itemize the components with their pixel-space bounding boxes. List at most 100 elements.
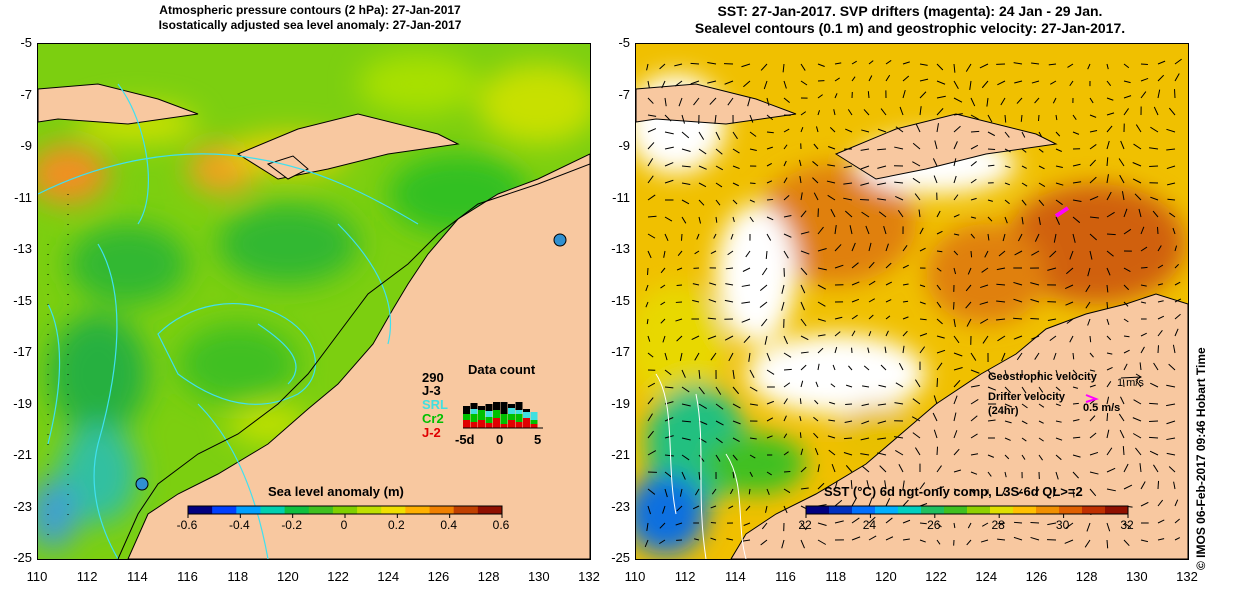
velocity-arrow xyxy=(741,318,751,323)
velocity-arrow xyxy=(761,522,768,530)
velocity-arrow xyxy=(1089,130,1098,133)
data-count-bar xyxy=(493,418,500,428)
data-count-bar xyxy=(463,414,470,420)
velocity-arrow xyxy=(764,335,768,345)
velocity-arrow xyxy=(953,352,963,357)
lon-tick-left: 126 xyxy=(427,569,450,584)
velocity-arrow xyxy=(970,161,977,167)
land-masses-left xyxy=(38,83,590,559)
velocity-arrow xyxy=(877,403,887,406)
velocity-arrow xyxy=(1156,226,1159,235)
colorbar-tick-label: 30 xyxy=(1055,518,1070,532)
velocity-arrow xyxy=(1017,488,1023,495)
colorbar-swatch xyxy=(1013,506,1037,514)
velocity-arrow xyxy=(868,516,876,524)
velocity-arrow xyxy=(851,314,858,320)
velocity-arrow xyxy=(1072,163,1081,167)
velocity-arrow xyxy=(1121,191,1125,201)
colorbar-tick-label: 0 xyxy=(340,518,348,532)
velocity-arrow xyxy=(834,244,842,252)
velocity-arrow xyxy=(681,114,685,124)
lat-tick-right: -25 xyxy=(611,550,630,565)
velocity-arrow xyxy=(1140,226,1145,235)
velocity-arrow xyxy=(851,517,860,524)
velocity-arrow xyxy=(936,210,941,218)
velocity-arrow xyxy=(1106,140,1110,150)
velocity-arrow xyxy=(710,250,717,255)
colorbar-swatch xyxy=(308,506,334,514)
velocity-arrow xyxy=(817,318,826,322)
velocity-arrow xyxy=(877,182,887,186)
velocity-arrow xyxy=(996,267,1006,271)
ocean-dots-left xyxy=(47,194,69,544)
velocity-arrow xyxy=(692,505,700,510)
velocity-arrow xyxy=(919,522,927,525)
velocity-arrow xyxy=(1004,369,1008,379)
data-count-bar xyxy=(500,414,508,424)
velocity-arrow xyxy=(868,298,875,303)
velocity-arrow xyxy=(741,284,751,287)
velocity-arrow xyxy=(647,335,651,342)
velocity-arrow xyxy=(1050,80,1057,85)
velocity-arrow xyxy=(1089,216,1099,219)
velocity-arrow xyxy=(1106,396,1110,405)
velocity-arrow xyxy=(800,127,804,133)
lon-tick-left: 116 xyxy=(177,569,198,584)
velocity-arrow xyxy=(885,498,891,507)
velocity-arrow xyxy=(953,194,959,201)
velocity-arrow xyxy=(1166,437,1176,441)
velocity-arrow xyxy=(845,128,853,133)
velocity-arrow xyxy=(982,335,989,344)
velocity-arrow xyxy=(953,158,957,167)
sea-level-anomaly-map[interactable] xyxy=(37,43,591,560)
data-count-bar xyxy=(478,410,485,420)
velocity-arrow xyxy=(1106,488,1116,492)
velocity-arrow xyxy=(829,127,836,133)
velocity-arrow xyxy=(1172,344,1176,354)
velocity-arrow xyxy=(1021,182,1028,187)
lon-tick-right: 122 xyxy=(925,569,947,584)
velocity-arrow xyxy=(783,488,791,494)
velocity-arrow xyxy=(862,385,870,388)
velocity-arrow xyxy=(932,158,938,167)
velocity-arrow xyxy=(897,210,904,218)
velocity-arrow xyxy=(919,318,927,321)
lon-tick-left: 112 xyxy=(76,569,98,584)
velocity-arrow xyxy=(817,267,827,271)
velocity-arrow xyxy=(1123,318,1129,323)
velocity-arrow xyxy=(936,267,942,272)
velocity-arrow xyxy=(766,131,774,134)
velocity-arrow xyxy=(899,106,904,116)
velocity-arrow xyxy=(715,131,721,140)
velocity-arrow xyxy=(936,318,943,325)
velocity-arrow xyxy=(724,80,734,85)
velocity-arrow xyxy=(936,230,943,235)
velocity-arrow xyxy=(885,243,889,252)
data-count-bar xyxy=(470,422,478,428)
velocity-arrow xyxy=(902,538,910,541)
velocity-arrow xyxy=(830,208,836,218)
velocity-arrow xyxy=(783,335,788,345)
velocity-arrow xyxy=(827,194,836,201)
velocity-arrow xyxy=(843,165,853,169)
velocity-arrow xyxy=(867,347,870,354)
velocity-arrow xyxy=(662,335,666,343)
velocity-arrow xyxy=(847,109,853,116)
sst-map[interactable] xyxy=(635,43,1189,560)
velocity-arrow xyxy=(1106,267,1111,276)
data-count-bar xyxy=(530,412,538,420)
velocity-arrow xyxy=(1106,174,1109,184)
lat-tick-left: -21 xyxy=(13,447,32,462)
velocity-arrow xyxy=(696,233,700,240)
velocity-arrow xyxy=(732,182,739,187)
velocity-arrow xyxy=(1166,165,1176,170)
velocity-arrow xyxy=(1089,415,1096,422)
velocity-arrow xyxy=(1123,228,1132,235)
velocity-arrow xyxy=(936,95,946,99)
velocity-arrow xyxy=(902,264,909,269)
velocity-arrow xyxy=(1013,335,1023,340)
velocity-arrow xyxy=(664,97,667,107)
velocity-arrow xyxy=(902,61,910,65)
velocity-arrow xyxy=(1030,282,1040,286)
velocity-arrow xyxy=(970,433,978,439)
